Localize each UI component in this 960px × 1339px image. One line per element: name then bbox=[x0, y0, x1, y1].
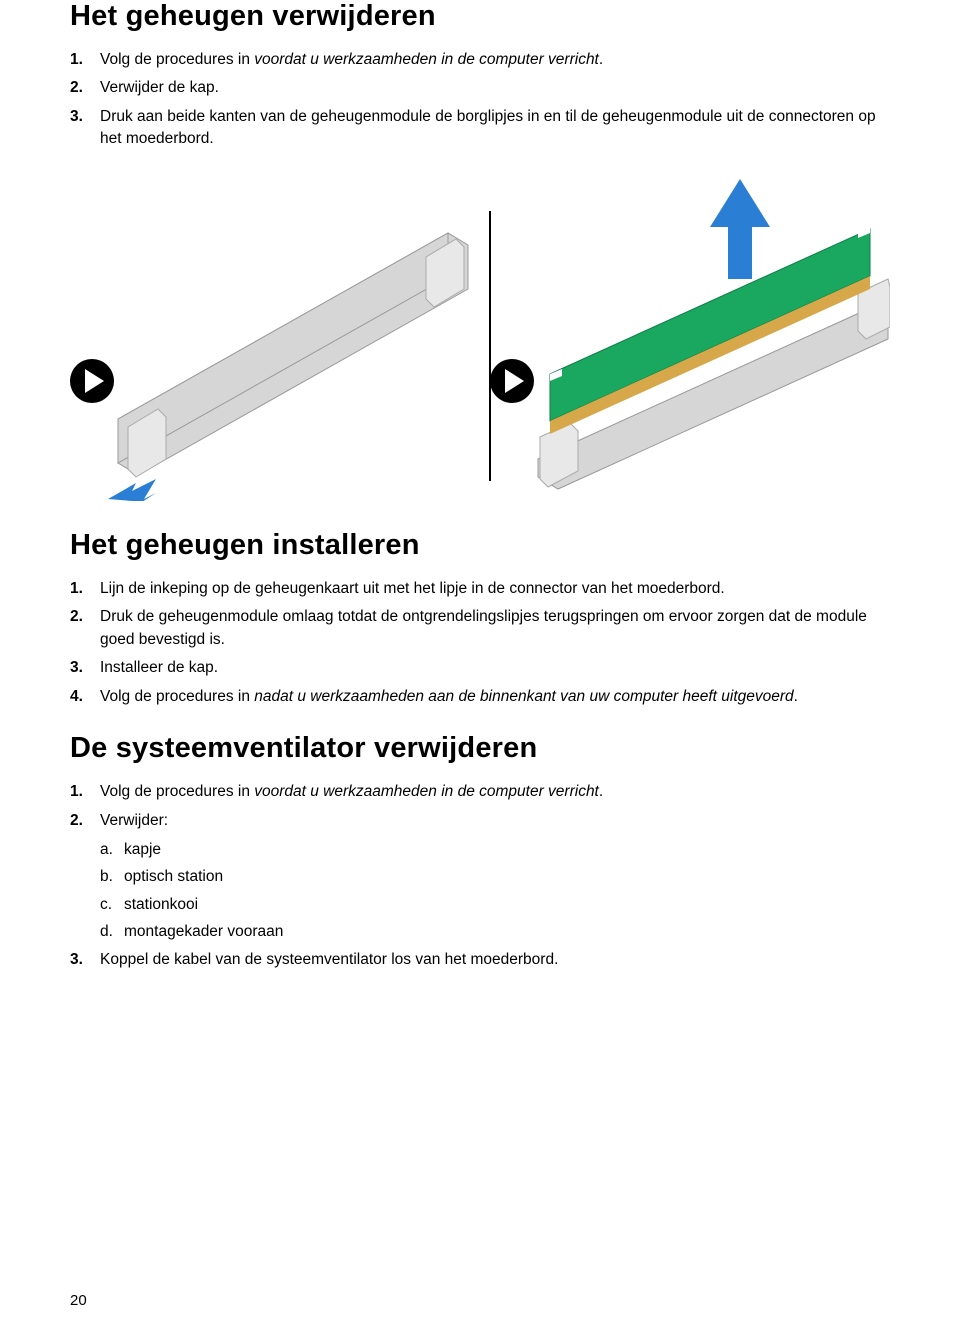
memory-slot-face bbox=[118, 233, 448, 463]
step-item: Volg de procedures in voordat u werkzaam… bbox=[70, 49, 890, 71]
step-text: Koppel de kabel van de systeemventilator… bbox=[100, 951, 558, 968]
step-item: Druk aan beide kanten van de geheugenmod… bbox=[70, 106, 890, 151]
step-text: Volg de procedures in bbox=[100, 783, 254, 800]
heading-install-memory: Het geheugen installeren bbox=[70, 529, 890, 562]
step-text: Installeer de kap. bbox=[100, 659, 218, 676]
step-item: Verwijder: kapje optisch station station… bbox=[70, 810, 890, 943]
arrow-push-clip-icon bbox=[108, 479, 156, 501]
step-text: Druk de geheugenmodule omlaag totdat de … bbox=[100, 608, 867, 647]
heading-remove-fan: De systeemventilator verwijderen bbox=[70, 732, 890, 765]
right-panel bbox=[538, 179, 890, 489]
step-text: Volg de procedures in bbox=[100, 51, 254, 68]
step-item: Lijn de inkeping op de geheugenkaart uit… bbox=[70, 578, 890, 600]
sub-step-item: optisch station bbox=[100, 865, 890, 888]
steps-remove-memory: Volg de procedures in voordat u werkzaam… bbox=[70, 49, 890, 151]
left-panel bbox=[108, 215, 498, 501]
step-item: Volg de procedures in voordat u werkzaam… bbox=[70, 781, 890, 803]
sub-steps-remove: kapje optisch station stationkooi montag… bbox=[100, 838, 890, 943]
play-icon-right bbox=[490, 359, 534, 403]
step-text-post: . bbox=[599, 51, 603, 68]
heading-remove-memory: Het geheugen verwijderen bbox=[70, 0, 890, 33]
memory-diagram-svg bbox=[70, 171, 890, 501]
arrow-lift-up-icon bbox=[710, 179, 770, 279]
sub-step-item: montagekader vooraan bbox=[100, 920, 890, 943]
arrow-push-clip-far-icon bbox=[458, 215, 498, 243]
step-text: Lijn de inkeping op de geheugenkaart uit… bbox=[100, 580, 725, 597]
step-text-post: . bbox=[794, 688, 798, 705]
step-item: Koppel de kabel van de systeemventilator… bbox=[70, 949, 890, 971]
memory-removal-figure bbox=[70, 171, 890, 501]
sub-step-item: kapje bbox=[100, 838, 890, 861]
step-item: Verwijder de kap. bbox=[70, 77, 890, 99]
step-item: Volg de procedures in nadat u werkzaamhe… bbox=[70, 686, 890, 708]
step-text-post: . bbox=[599, 783, 603, 800]
step-emphasis: voordat u werkzaamheden in de computer v… bbox=[254, 783, 599, 800]
step-text: Volg de procedures in bbox=[100, 688, 254, 705]
step-text: Verwijder de kap. bbox=[100, 79, 219, 96]
steps-install-memory: Lijn de inkeping op de geheugenkaart uit… bbox=[70, 578, 890, 708]
step-item: Installeer de kap. bbox=[70, 657, 890, 679]
steps-remove-fan: Volg de procedures in voordat u werkzaam… bbox=[70, 781, 890, 971]
step-emphasis: nadat u werkzaamheden aan de binnenkant … bbox=[254, 688, 793, 705]
step-item: Druk de geheugenmodule omlaag totdat de … bbox=[70, 606, 890, 651]
sub-step-item: stationkooi bbox=[100, 893, 890, 916]
page-number: 20 bbox=[70, 1292, 87, 1309]
step-emphasis: voordat u werkzaamheden in de computer v… bbox=[254, 51, 599, 68]
step-text: Verwijder: bbox=[100, 812, 168, 829]
step-text: Druk aan beide kanten van de geheugenmod… bbox=[100, 108, 876, 147]
play-icon-left bbox=[70, 359, 114, 403]
